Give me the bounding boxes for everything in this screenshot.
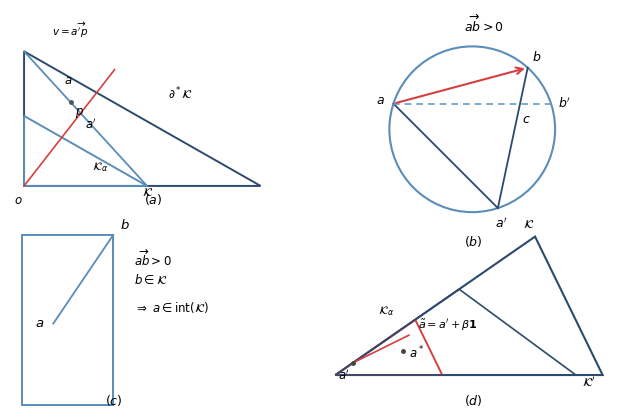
- Text: $a$: $a$: [64, 74, 72, 87]
- Text: $b$: $b$: [532, 50, 541, 64]
- Text: $(a)$: $(a)$: [145, 192, 163, 207]
- Text: $\mathcal{K}$: $\mathcal{K}$: [142, 186, 154, 199]
- Text: $a$: $a$: [35, 317, 45, 330]
- Text: $\mathcal{K}_\alpha$: $\mathcal{K}_\alpha$: [378, 304, 394, 318]
- Text: $(d)$: $(d)$: [464, 393, 483, 408]
- Text: $a^\prime$: $a^\prime$: [495, 216, 508, 231]
- Text: $\partial^*\mathcal{K}$: $\partial^*\mathcal{K}$: [168, 85, 193, 102]
- Text: $\mathcal{K}_\alpha$: $\mathcal{K}_\alpha$: [92, 160, 108, 173]
- Text: $c$: $c$: [522, 113, 531, 126]
- Text: $o$: $o$: [14, 194, 23, 206]
- Text: $v=\overrightarrow{a^\prime p}$: $v=\overrightarrow{a^\prime p}$: [52, 20, 88, 40]
- Text: $a^*$: $a^*$: [409, 344, 424, 361]
- Text: $\mathcal{K}$: $\mathcal{K}$: [524, 218, 534, 231]
- Text: $(b)$: $(b)$: [464, 234, 483, 250]
- Text: $p$: $p$: [75, 106, 84, 120]
- Bar: [22, 235, 113, 405]
- Text: $b^\prime$: $b^\prime$: [558, 97, 571, 111]
- Text: $a^\prime$: $a^\prime$: [85, 117, 97, 132]
- Text: $b$: $b$: [120, 218, 130, 232]
- Text: $\Rightarrow\ a\in\mathrm{int}(\mathcal{K})$: $\Rightarrow\ a\in\mathrm{int}(\mathcal{…: [134, 300, 209, 315]
- Text: $\mathcal{K}^\prime$: $\mathcal{K}^\prime$: [582, 375, 596, 390]
- Text: $\overrightarrow{ab}>0$: $\overrightarrow{ab}>0$: [134, 249, 172, 269]
- Text: $a$: $a$: [376, 94, 385, 107]
- Text: $(c)$: $(c)$: [106, 393, 123, 408]
- Text: $\tilde{a}=a^\prime+\beta\mathbf{1}$: $\tilde{a}=a^\prime+\beta\mathbf{1}$: [418, 318, 478, 333]
- Text: $a^\prime$: $a^\prime$: [338, 369, 349, 383]
- Text: $b\in\mathcal{K}$: $b\in\mathcal{K}$: [134, 273, 168, 286]
- Text: $\overrightarrow{ab}>0$: $\overrightarrow{ab}>0$: [464, 14, 504, 35]
